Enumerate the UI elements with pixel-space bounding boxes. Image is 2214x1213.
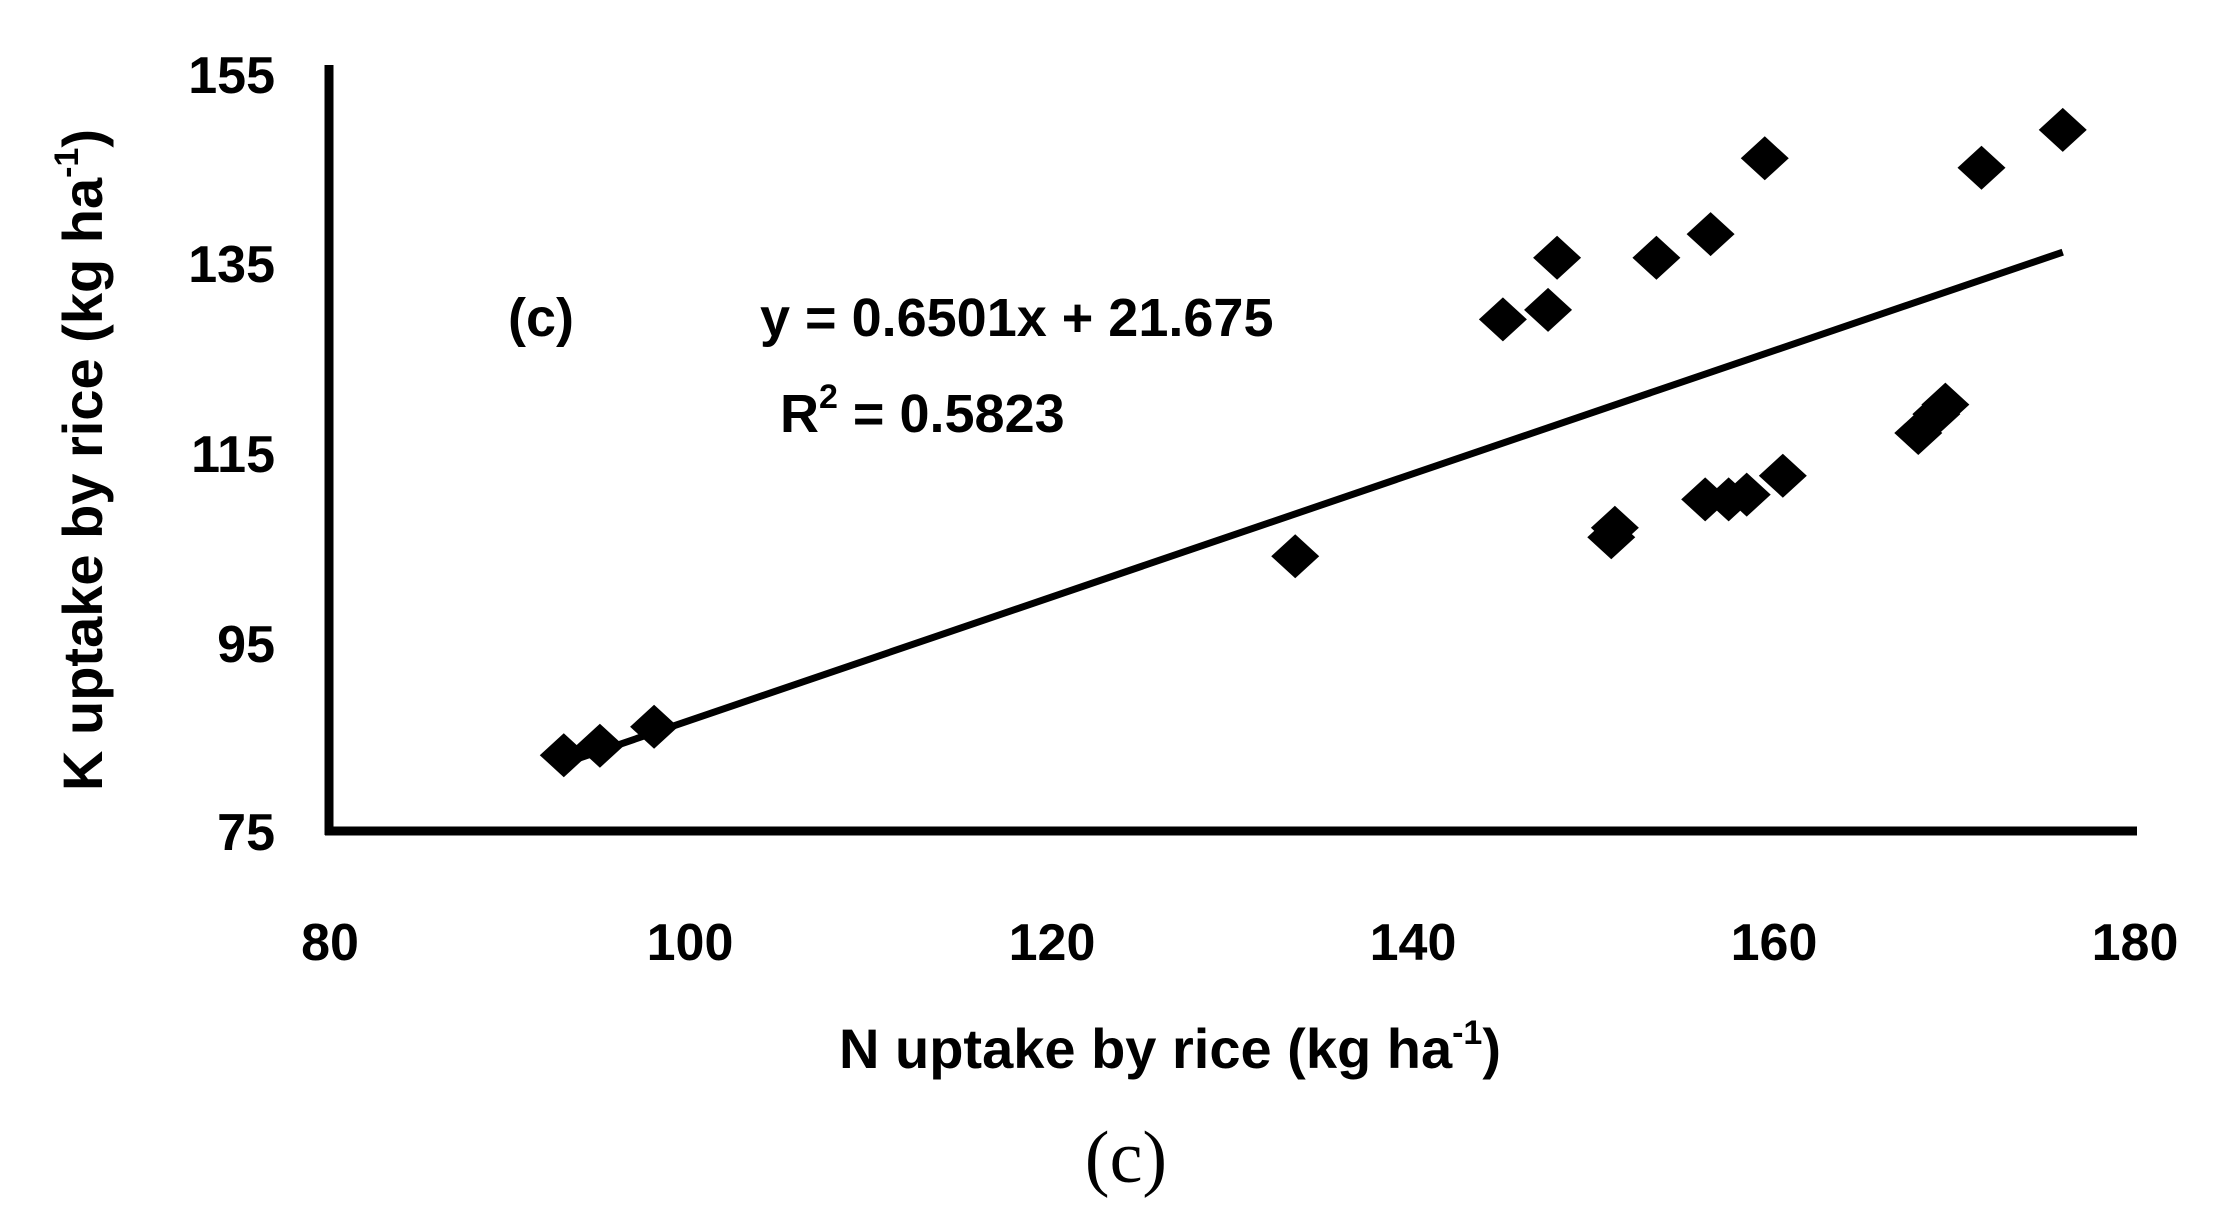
data-point [539,733,588,778]
data-points-layer [539,107,2087,778]
data-point [1271,534,1320,579]
x-tick-label: 140 [1370,914,1457,972]
data-point [1921,382,1970,427]
y-axis-title-close: ) [51,129,114,148]
data-point [630,704,679,749]
data-point [575,723,624,768]
x-tick-label: 160 [1731,914,1818,972]
y-axis-title: K uptake by rice (kg ha-1) [48,129,114,791]
trendline-equation: y = 0.6501x + 21.675 [760,288,1273,348]
x-axis-title-text: N uptake by rice (kg ha [839,1017,1453,1080]
data-point [1533,235,1582,280]
y-tick-label: 75 [217,804,275,862]
y-tick-label: 155 [188,47,275,105]
y-tick-label: 95 [217,616,275,674]
x-tick-label: 100 [647,914,734,972]
y-axis-title-text: K uptake by rice (kg ha [51,177,114,791]
panel-label: (c) [508,288,574,348]
data-point [1758,453,1807,498]
data-point [1478,297,1527,342]
y-tick-label: 135 [188,236,275,294]
data-point [1957,145,2006,190]
r-squared-value: = 0.5823 [838,384,1065,444]
y-axis-title-sup: -1 [48,148,86,178]
trendline [562,248,2064,767]
figure-caption: (c) [1085,1117,1167,1199]
data-point [1686,212,1735,257]
x-axis-title-close: ) [1482,1017,1501,1080]
r-squared-label: R2 = 0.5823 [780,378,1065,444]
y-tick-label: 115 [191,426,275,484]
r-squared-sup: 2 [819,378,838,416]
data-point [1524,287,1573,332]
data-point [2038,107,2087,152]
x-axis-title-sup: -1 [1452,1014,1482,1052]
data-point [1632,235,1681,280]
data-point [1722,472,1771,517]
trendline-layer [562,248,2064,767]
data-point [1590,505,1639,550]
x-tick-label: 80 [301,914,359,972]
data-point [1740,136,1789,181]
x-tick-label: 120 [1009,914,1096,972]
r-squared-prefix: R [780,384,819,444]
x-axis-title: N uptake by rice (kg ha-1) [839,1014,1501,1080]
x-tick-label: 180 [2092,914,2179,972]
